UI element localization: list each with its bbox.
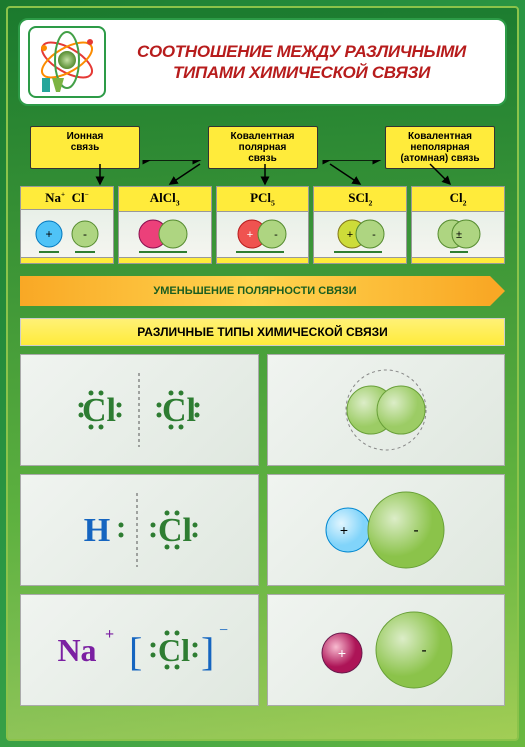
cell-cl2-sphere [267,354,506,466]
svg-text:-: - [421,642,426,659]
title-line2: ТИПАМИ ХИМИЧЕСКОЙ СВЯЗИ [106,62,497,83]
svg-text:+: + [105,626,114,643]
svg-text:H: H [84,512,110,549]
svg-text:+: + [338,645,346,661]
formula-scl2: SCl2 + - [313,186,407,264]
svg-text:Cl: Cl [82,392,116,429]
formula-body: +- [21,210,113,257]
svg-text:-: - [372,229,376,241]
formula-alcl3: AlCl3 [118,186,212,264]
formula-row: Na+ Cl− +- AlCl3 PCl5 +- SCl2 +- Cl2 ± [20,186,505,264]
cell-cl2-lewis: Cl Cl [20,354,259,466]
svg-text:Na: Na [58,632,97,668]
svg-text:+: + [347,229,353,241]
arrow-label: УМЕНЬШЕНИЕ ПОЛЯРНОСТИ СВЯЗИ [153,285,356,297]
svg-text:+: + [247,229,253,241]
svg-text:Cl: Cl [158,632,190,668]
formula-head: SCl2 [314,187,406,212]
svg-text:+: + [45,227,52,241]
formula-nacl: Na+ Cl− +- [20,186,114,264]
polarity-arrow: УМЕНЬШЕНИЕ ПОЛЯРНОСТИ СВЯЗИ [20,276,505,306]
formula-head: AlCl3 [119,187,211,212]
svg-text:-: - [275,229,279,241]
cell-hcl-lewis: H Cl [20,474,259,586]
formula-pcl5: PCl5 + - [216,186,310,264]
section-header: РАЗЛИЧНЫЕ ТИПЫ ХИМИЧЕСКОЙ СВЯЗИ [20,318,505,346]
poster-frame: СООТНОШЕНИЕ МЕЖДУ РАЗЛИЧНЫМИ ТИПАМИ ХИМИ… [6,6,519,741]
header: СООТНОШЕНИЕ МЕЖДУ РАЗЛИЧНЫМИ ТИПАМИ ХИМИ… [18,18,507,106]
svg-text:]: ] [201,629,214,674]
chemistry-logo [28,26,106,98]
svg-text:+: + [340,522,348,538]
svg-text:Cl: Cl [162,392,196,429]
formula-cl2: Cl2 ± [411,186,505,264]
cell-nacl-sphere: + - [267,594,506,706]
title-line1: СООТНОШЕНИЕ МЕЖДУ РАЗЛИЧНЫМИ [106,41,497,62]
cell-hcl-sphere: + - [267,474,506,586]
svg-text:-: - [83,227,87,241]
svg-text:Cl: Cl [158,512,192,549]
svg-text:[: [ [129,629,142,674]
svg-text:-: - [413,522,418,539]
cell-nacl-lewis: Na + [ Cl ] − [20,594,259,706]
formula-head: Na+ Cl− [21,187,113,210]
formula-head: PCl5 [217,187,309,212]
svg-text:±: ± [456,229,462,241]
bond-grid: Cl Cl H Cl [20,354,505,706]
svg-text:−: − [219,622,228,639]
formula-head: Cl2 [412,187,504,212]
page-title: СООТНОШЕНИЕ МЕЖДУ РАЗЛИЧНЫМИ ТИПАМИ ХИМИ… [106,41,497,84]
